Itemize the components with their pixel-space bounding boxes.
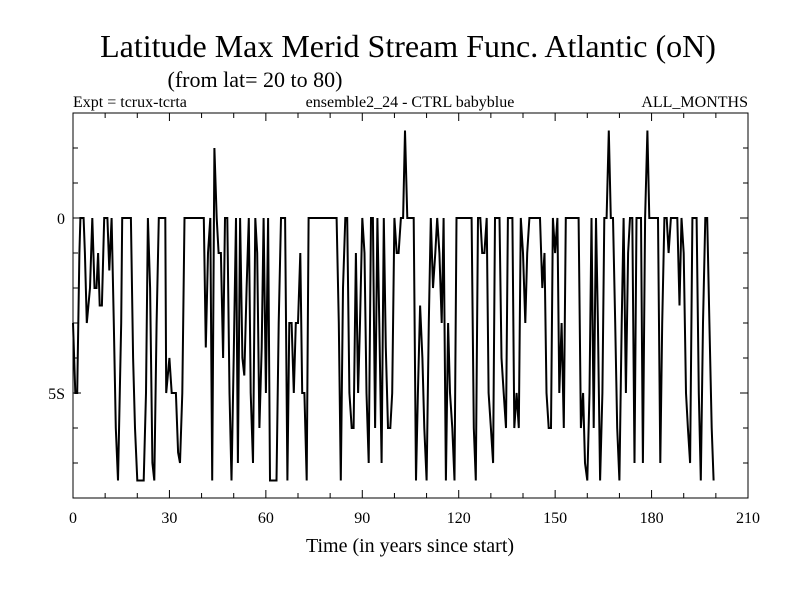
series-line (72, 130, 715, 482)
x-tick-label: 120 (447, 510, 471, 527)
x-tick-labels: 0 30 60 90 120 150 180 210 (69, 510, 760, 527)
x-tick-label: 0 (69, 510, 77, 527)
x-tick-label: 90 (354, 510, 370, 527)
x-tick-label: 60 (258, 510, 274, 527)
y-tick-label: 5S (48, 386, 65, 403)
chart-subtitle: (from lat= 20 to 80) (168, 67, 343, 92)
y-tick-label: 0 (57, 211, 65, 228)
experiment-label: Expt = tcrux-tcrta (73, 94, 187, 111)
chart-title: Latitude Max Merid Stream Func. Atlantic… (100, 28, 716, 64)
x-axis-label: Time (in years since start) (306, 535, 514, 557)
x-tick-label: 30 (161, 510, 177, 527)
x-tick-label: 180 (640, 510, 664, 527)
axis-ticks (72, 112, 749, 499)
x-tick-label: 210 (736, 510, 760, 527)
y-tick-labels: 0 5S (48, 211, 65, 403)
months-label: ALL_MONTHS (641, 94, 748, 111)
x-tick-label: 150 (543, 510, 567, 527)
ensemble-label: ensemble2_24 - CTRL babyblue (306, 94, 515, 111)
plot-frame (72, 112, 749, 499)
